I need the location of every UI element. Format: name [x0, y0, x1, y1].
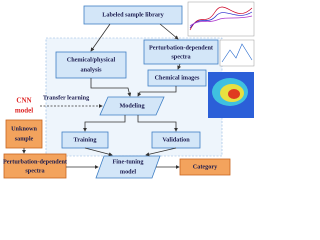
node-label: analysis — [81, 66, 103, 73]
node-label: model — [120, 168, 136, 175]
node-label: Category — [193, 163, 218, 170]
arrow — [137, 115, 178, 132]
arrow — [84, 147, 113, 157]
node-box — [143, 39, 219, 65]
spectra-plot — [187, 1, 255, 37]
node-label: spectra — [171, 53, 190, 60]
node-box — [83, 5, 183, 25]
node-label: Chemical images — [155, 74, 200, 81]
edge-label: Transfer learning — [43, 94, 90, 101]
node-box — [3, 153, 67, 179]
node-label: Chemical/physical — [67, 56, 116, 63]
node-box — [55, 51, 127, 79]
arrow — [177, 63, 182, 70]
heatmap — [208, 72, 254, 118]
cnn-label: CNN — [16, 97, 31, 105]
small-plot — [219, 39, 255, 67]
node-label: Fine-tuning — [113, 158, 145, 165]
node-label: Unknown — [11, 125, 37, 132]
node-box — [179, 158, 231, 176]
node-box — [147, 69, 207, 87]
node-label: Perturbation-dependent — [3, 158, 68, 165]
arrow — [90, 78, 132, 97]
cnn-label: model — [15, 107, 33, 115]
node-box — [5, 119, 43, 149]
node-label: Modeling — [119, 102, 145, 109]
node-label: Labeled sample library — [102, 11, 164, 18]
node-label: spectra — [25, 167, 44, 174]
node-label: sample — [15, 135, 34, 142]
node-box — [99, 96, 165, 116]
flowchart: Labeled sample library Chemical/physical… — [3, 1, 255, 179]
arrow — [159, 23, 179, 40]
arrow — [145, 147, 177, 157]
node-box — [95, 155, 161, 179]
node-label: Perturbation-dependent — [149, 44, 214, 51]
arrow — [137, 86, 177, 97]
node-label: Training — [74, 136, 98, 143]
arrow — [83, 115, 126, 132]
arrow — [90, 23, 111, 52]
node-label: Validation — [162, 136, 190, 143]
